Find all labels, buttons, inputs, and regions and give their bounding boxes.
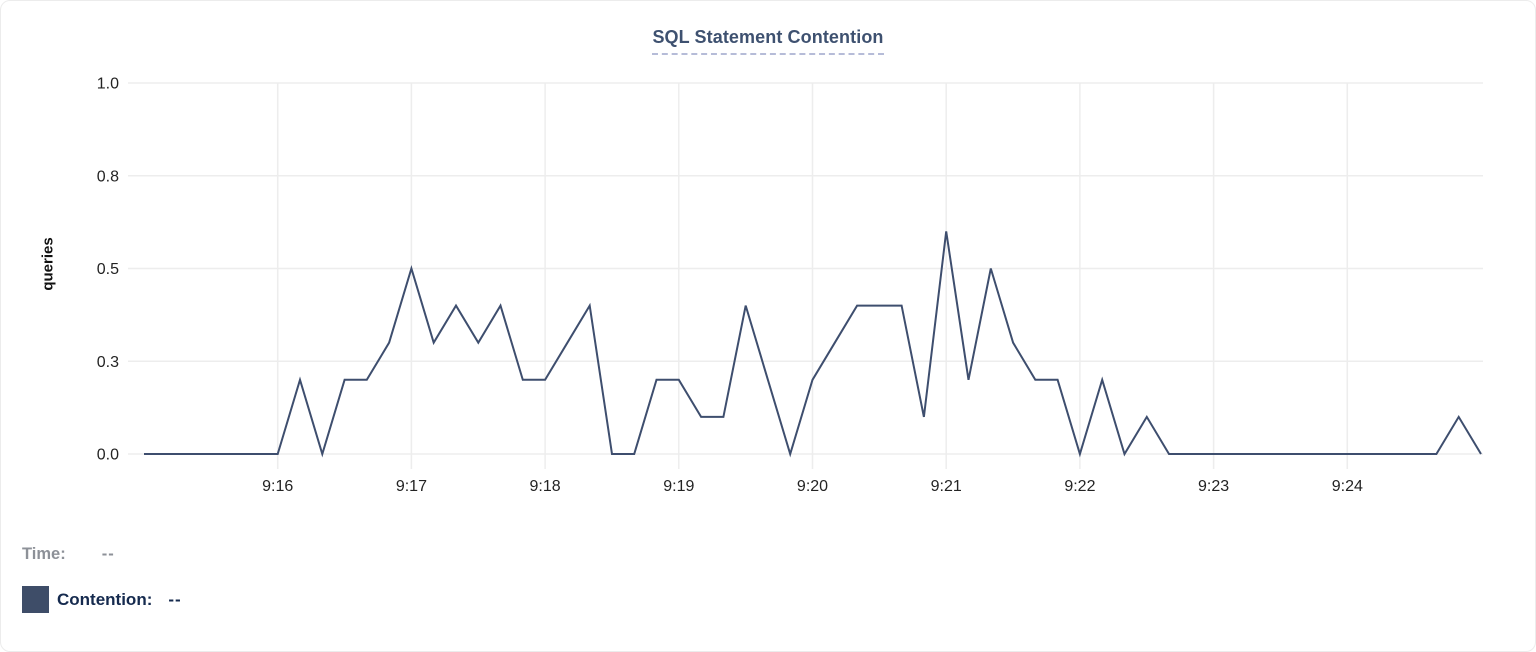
y-tick-label: 0.8 (97, 168, 119, 185)
x-tick-label: 9:23 (1198, 478, 1229, 495)
x-tick-label: 9:17 (396, 478, 427, 495)
contention-series-swatch (22, 586, 49, 613)
y-tick-label: 0.5 (97, 261, 119, 278)
x-tick-label: 9:21 (931, 478, 962, 495)
x-tick-label: 9:16 (262, 478, 293, 495)
x-tick-label: 9:18 (530, 478, 561, 495)
y-tick-label: 0.3 (97, 354, 119, 371)
time-label: Time: (22, 545, 66, 563)
y-tick-label: 0.0 (97, 447, 119, 464)
legend-series-row: Contention: -- (22, 586, 182, 613)
y-tick-label: 1.0 (97, 76, 119, 93)
contention-value: -- (168, 589, 182, 609)
series-line-contention (144, 231, 1482, 458)
chart-header: SQL Statement Contention (1, 27, 1535, 55)
contention-label: Contention: (57, 589, 153, 609)
x-tick-label: 9:19 (663, 478, 694, 495)
y-axis-title: queries (39, 237, 57, 291)
time-value: -- (101, 545, 115, 563)
legend-time-row: Time: -- (22, 545, 182, 564)
x-tick-label: 9:24 (1332, 478, 1363, 495)
x-tick-label: 9:22 (1064, 478, 1095, 495)
x-tick-label: 9:20 (797, 478, 828, 495)
chart-title[interactable]: SQL Statement Contention (652, 27, 884, 55)
chart-legend: Time: -- Contention: -- (22, 545, 182, 613)
